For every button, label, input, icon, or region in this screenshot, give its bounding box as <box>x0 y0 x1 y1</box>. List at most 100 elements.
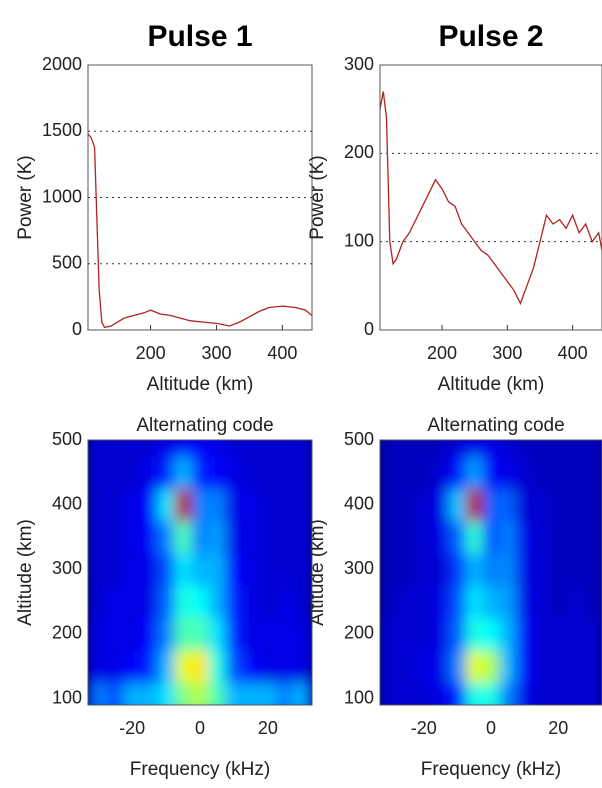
heatmap-cell <box>276 553 294 586</box>
plot-area <box>88 65 312 330</box>
heatmap-cell <box>123 553 142 586</box>
heatmap-cell <box>157 553 176 586</box>
heatmap-cell <box>533 440 551 457</box>
heatmap-cell <box>448 488 467 522</box>
heatmap-cell <box>381 650 399 683</box>
heatmap-cell <box>432 520 450 554</box>
heatmap-cell <box>566 650 584 683</box>
heatmap-cell <box>191 650 209 683</box>
heatmap-cell <box>549 650 568 683</box>
heatmap-cell <box>415 650 433 683</box>
heatmap-cell <box>533 682 551 705</box>
heatmap-cell <box>583 650 601 683</box>
heatmap-cell <box>516 553 534 586</box>
chart-title: Alternating code <box>427 415 564 436</box>
heatmap-cell <box>208 488 226 522</box>
heatmap-cell <box>191 682 209 705</box>
heatmap-cell <box>293 682 311 705</box>
heatmap-cell <box>549 682 568 705</box>
heatmap-cell <box>89 440 108 457</box>
heatmap-cell <box>276 682 294 705</box>
heatmap-cell <box>381 488 399 522</box>
heatmap-cell <box>499 456 517 489</box>
heatmap-cell <box>89 488 108 522</box>
heatmap-cell <box>566 456 584 489</box>
heatmap-cell <box>465 520 484 554</box>
heatmap-cell <box>398 585 416 619</box>
heatmap-cell <box>242 440 260 457</box>
heatmap-cell <box>174 682 193 705</box>
y-tick-label: 100 <box>52 687 82 707</box>
plot-frame <box>379 439 602 706</box>
heatmap-cell <box>499 585 517 619</box>
heatmap-cell <box>432 488 450 522</box>
heatmap-cell <box>381 456 399 489</box>
heatmap-cell <box>381 682 399 705</box>
heatmap-cell <box>293 553 311 586</box>
heatmap-cell <box>415 456 433 489</box>
chart-title: Pulse 2 <box>438 20 543 53</box>
heatmap-cell <box>448 650 467 683</box>
heatmap-cell <box>225 456 243 489</box>
heatmap-cell <box>549 520 568 554</box>
heatmap-cell <box>583 440 601 457</box>
heatmap <box>380 440 602 705</box>
heatmap-cell <box>583 488 601 522</box>
heatmap-cell <box>448 585 467 619</box>
heatmap-cell <box>242 553 260 586</box>
heatmap-cell <box>242 488 260 522</box>
plot-frame <box>379 64 602 331</box>
plot-frame <box>87 64 313 331</box>
x-tick-label: 400 <box>267 343 297 363</box>
heatmap-cell <box>106 456 125 489</box>
x-tick-label: 300 <box>201 343 231 363</box>
heatmap-cell <box>106 585 125 619</box>
heatmap-cell <box>123 520 142 554</box>
heatmap-cell <box>432 650 450 683</box>
heatmap-cell <box>499 682 517 705</box>
heatmap-cell <box>225 440 243 457</box>
heatmap-cell <box>482 650 500 683</box>
heatmap-cell <box>499 488 517 522</box>
heatmap-cell <box>448 440 467 457</box>
heatmap-cells <box>89 440 311 705</box>
heatmap-cell <box>381 440 399 457</box>
heatmap-cell <box>566 488 584 522</box>
heatmap-cell <box>566 440 584 457</box>
heatmap-cell <box>174 585 193 619</box>
heatmap-cell <box>432 456 450 489</box>
heatmap-cell <box>276 488 294 522</box>
heatmap-cell <box>293 520 311 554</box>
x-axis-label: Altitude (km) <box>438 374 545 395</box>
x-tick-label: 20 <box>258 718 278 738</box>
heatmap-cell <box>123 617 142 651</box>
heatmap-cell <box>276 456 294 489</box>
heatmap-cell <box>398 456 416 489</box>
heatmap-cell <box>208 682 226 705</box>
heatmap-cell <box>583 682 601 705</box>
y-axis-label: Altitude (km) <box>307 519 328 626</box>
y-axis-label: Power (K) <box>15 155 36 239</box>
y-tick-label: 500 <box>52 253 82 273</box>
heatmap-cell <box>516 682 534 705</box>
heatmap-cell <box>106 682 125 705</box>
heatmap-cell <box>106 617 125 651</box>
plot-area <box>380 65 602 330</box>
heatmap-cell <box>89 553 108 586</box>
heatmap-cell <box>566 617 584 651</box>
heatmap-cell <box>208 617 226 651</box>
heatmap-cell <box>432 440 450 457</box>
plot-frame <box>87 439 313 706</box>
heatmap-cell <box>140 553 159 586</box>
heatmap-cell <box>140 682 159 705</box>
heatmap-cell <box>516 440 534 457</box>
heatmap-cell <box>499 650 517 683</box>
heatmap-cell <box>432 617 450 651</box>
heatmap-cell <box>381 617 399 651</box>
heatmap-cell <box>123 488 142 522</box>
heatmap-cell <box>448 617 467 651</box>
heatmap-cell <box>157 520 176 554</box>
heatmap-cell <box>259 682 277 705</box>
heatmap-cell <box>415 682 433 705</box>
